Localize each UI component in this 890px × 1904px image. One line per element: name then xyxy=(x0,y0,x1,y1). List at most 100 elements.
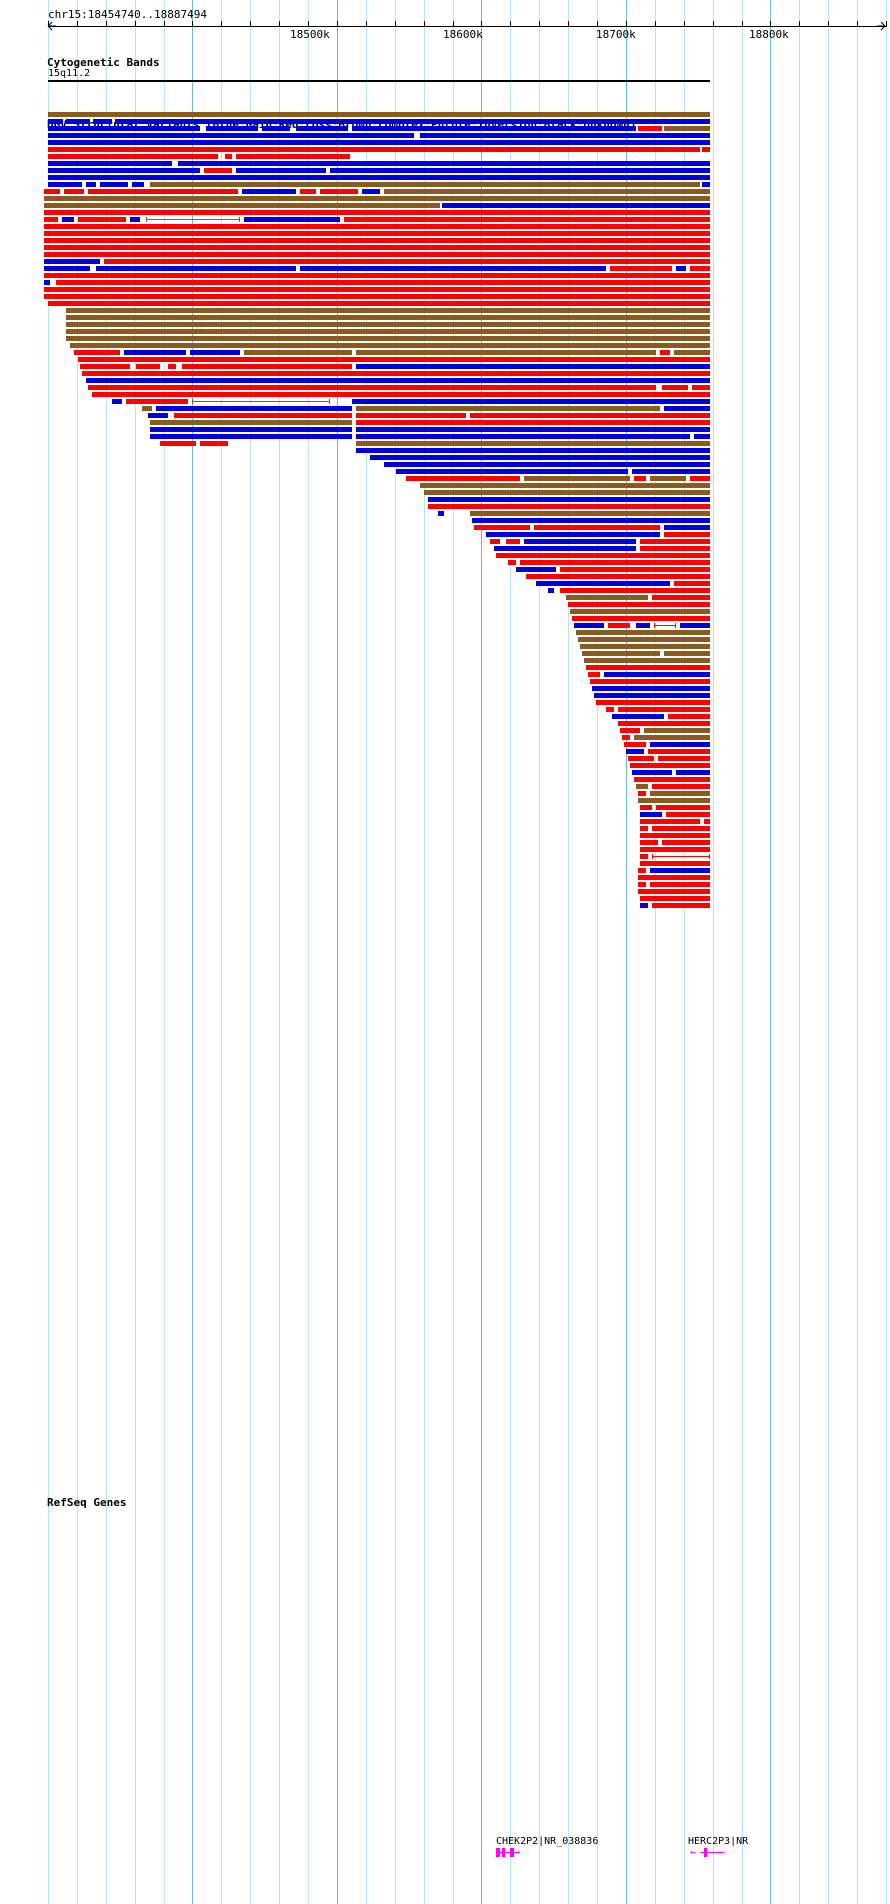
dgv-variant-segment[interactable] xyxy=(680,623,710,628)
dgv-variant-segment[interactable] xyxy=(150,182,700,187)
dgv-variant-row[interactable] xyxy=(0,441,890,446)
dgv-variant-row[interactable] xyxy=(0,693,890,698)
dgv-variant-segment[interactable] xyxy=(48,126,200,131)
dgv-variant-segment[interactable] xyxy=(92,392,710,397)
dgv-variant-segment[interactable] xyxy=(352,126,636,131)
dgv-variant-row[interactable] xyxy=(0,560,890,565)
dgv-variant-segment[interactable] xyxy=(96,266,296,271)
dgv-variant-row[interactable] xyxy=(0,714,890,719)
dgv-variant-segment[interactable] xyxy=(48,182,82,187)
dgv-variant-segment[interactable] xyxy=(582,651,660,656)
dgv-variant-segment[interactable] xyxy=(66,322,710,327)
dgv-variant-segment[interactable] xyxy=(64,189,84,194)
dgv-variant-segment[interactable] xyxy=(578,637,710,642)
dgv-variant-segment[interactable] xyxy=(692,385,710,390)
dgv-variant-segment[interactable] xyxy=(572,616,710,621)
dgv-variant-row[interactable] xyxy=(0,651,890,656)
dgv-variant-row[interactable] xyxy=(0,595,890,600)
dgv-variant-row[interactable] xyxy=(0,273,890,278)
dgv-variant-segment[interactable] xyxy=(650,476,686,481)
dgv-variant-row[interactable] xyxy=(0,476,890,481)
dgv-variant-row[interactable] xyxy=(0,427,890,432)
dgv-variant-segment[interactable] xyxy=(634,777,710,782)
dgv-variant-segment[interactable] xyxy=(640,833,710,838)
dgv-variant-segment[interactable] xyxy=(44,189,60,194)
dgv-variant-row[interactable] xyxy=(0,490,890,495)
dgv-variant-segment[interactable] xyxy=(300,189,316,194)
dgv-variant-segment[interactable] xyxy=(660,350,670,355)
dgv-variant-segment[interactable] xyxy=(244,350,352,355)
dgv-variant-segment[interactable] xyxy=(370,455,710,460)
dgv-variant-row[interactable] xyxy=(0,280,890,285)
dgv-variant-segment[interactable] xyxy=(48,140,710,145)
dgv-variant-segment[interactable] xyxy=(534,525,660,530)
dgv-variant-segment[interactable] xyxy=(44,259,100,264)
dgv-variant-segment[interactable] xyxy=(130,217,140,222)
dgv-variant-row[interactable] xyxy=(0,217,890,222)
dgv-variant-row[interactable] xyxy=(0,252,890,257)
dgv-variant-row[interactable] xyxy=(0,203,890,208)
dgv-variant-segment[interactable] xyxy=(652,595,710,600)
dgv-variant-segment[interactable] xyxy=(48,119,63,124)
dgv-variant-row[interactable] xyxy=(0,770,890,775)
dgv-variant-segment[interactable] xyxy=(242,189,296,194)
dgv-variant-segment[interactable] xyxy=(624,742,646,747)
dgv-variant-row[interactable] xyxy=(0,266,890,271)
dgv-variant-row[interactable] xyxy=(0,308,890,313)
dgv-variant-segment[interactable] xyxy=(190,350,240,355)
dgv-variant-segment[interactable] xyxy=(48,147,700,152)
dgv-variant-segment[interactable] xyxy=(640,819,700,824)
dgv-variant-row[interactable] xyxy=(0,336,890,341)
dgv-variant-row[interactable] xyxy=(0,658,890,663)
dgv-variant-segment[interactable] xyxy=(640,861,710,866)
gene-exon[interactable] xyxy=(704,1848,707,1857)
dgv-variant-row[interactable] xyxy=(0,805,890,810)
dgv-variant-segment[interactable] xyxy=(524,539,636,544)
dgv-variant-row[interactable] xyxy=(0,630,890,635)
dgv-variant-row[interactable] xyxy=(0,168,890,173)
dgv-variant-segment[interactable] xyxy=(664,525,710,530)
dgv-variant-segment[interactable] xyxy=(78,357,710,362)
dgv-variant-row[interactable] xyxy=(0,322,890,327)
dgv-variant-segment[interactable] xyxy=(168,364,176,369)
dgv-variant-row[interactable] xyxy=(0,518,890,523)
dgv-variant-row[interactable] xyxy=(0,392,890,397)
coordinate-ruler[interactable]: chr15:18454740..18887494 18500k 18600k 187… xyxy=(0,0,890,48)
dgv-variant-row[interactable] xyxy=(0,483,890,488)
dgv-variant-segment[interactable] xyxy=(652,784,710,789)
dgv-variant-segment[interactable] xyxy=(658,756,710,761)
dgv-variant-segment[interactable] xyxy=(690,266,710,271)
dgv-variant-row[interactable] xyxy=(0,350,890,355)
dgv-variant-segment[interactable] xyxy=(644,728,710,733)
dgv-variant-segment[interactable] xyxy=(638,889,710,894)
dgv-variant-segment[interactable] xyxy=(662,385,688,390)
dgv-variant-segment[interactable] xyxy=(74,350,120,355)
dgv-variant-segment[interactable] xyxy=(244,217,340,222)
dgv-variant-row[interactable] xyxy=(0,133,890,138)
dgv-variant-segment[interactable] xyxy=(236,154,350,159)
dgv-variant-segment[interactable] xyxy=(44,196,710,201)
dgv-variant-row[interactable] xyxy=(0,532,890,537)
dgv-variant-row[interactable] xyxy=(0,721,890,726)
dgv-variant-segment[interactable] xyxy=(634,735,710,740)
dgv-variant-segment[interactable] xyxy=(596,700,710,705)
gene-exon[interactable] xyxy=(502,1848,505,1857)
dgv-variant-segment[interactable] xyxy=(524,476,630,481)
dgv-variant-segment[interactable] xyxy=(592,686,710,691)
dgv-variant-segment[interactable] xyxy=(356,441,710,446)
dgv-variant-segment[interactable] xyxy=(638,868,646,873)
dgv-variant-segment[interactable] xyxy=(620,728,640,733)
dgv-variant-segment[interactable] xyxy=(344,217,710,222)
dgv-variant-track[interactable] xyxy=(0,108,890,1458)
dgv-variant-segment[interactable] xyxy=(48,133,414,138)
dgv-variant-segment[interactable] xyxy=(664,532,710,537)
dgv-variant-segment[interactable] xyxy=(612,714,664,719)
dgv-variant-segment[interactable] xyxy=(560,588,710,593)
dgv-variant-segment[interactable] xyxy=(662,840,710,845)
dgv-variant-segment[interactable] xyxy=(225,154,232,159)
dgv-variant-segment[interactable] xyxy=(150,427,352,432)
dgv-variant-row[interactable] xyxy=(0,840,890,845)
dgv-variant-segment[interactable] xyxy=(536,581,670,586)
dgv-variant-segment[interactable] xyxy=(652,826,710,831)
dgv-variant-segment[interactable] xyxy=(56,280,710,285)
